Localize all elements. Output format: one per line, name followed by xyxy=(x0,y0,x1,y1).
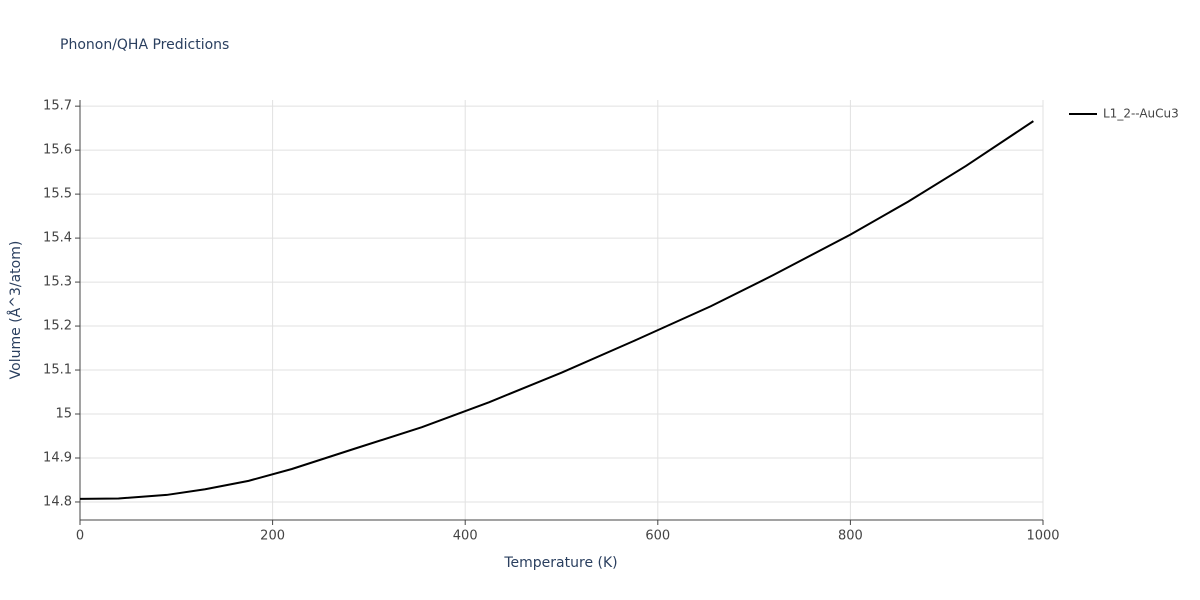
y-tick-label: 14.8 xyxy=(43,494,72,509)
y-tick-label: 15.5 xyxy=(43,187,72,202)
y-tick-label: 15.4 xyxy=(43,231,72,246)
chart-title: Phonon/QHA Predictions xyxy=(60,37,229,53)
x-axis-label: Temperature (K) xyxy=(503,555,617,571)
x-tick-label: 0 xyxy=(76,529,84,544)
y-axis-label: Volume (Å^3/atom) xyxy=(7,241,24,380)
x-tick-label: 600 xyxy=(645,529,670,544)
x-tick-label: 400 xyxy=(453,529,478,544)
y-tick-label: 15.1 xyxy=(43,363,72,378)
y-tick-label: 15.3 xyxy=(43,275,72,290)
y-tick-label: 15.6 xyxy=(43,143,72,158)
x-tick-label: 1000 xyxy=(1026,529,1059,544)
y-tick-label: 15 xyxy=(55,407,72,422)
y-tick-label: 15.2 xyxy=(43,319,72,334)
x-tick-label: 200 xyxy=(260,529,285,544)
y-tick-label: 15.7 xyxy=(43,99,72,114)
y-tick-label: 14.9 xyxy=(43,450,72,465)
legend-label: L1_2--AuCu3 xyxy=(1103,107,1179,121)
x-tick-label: 800 xyxy=(838,529,863,544)
line xyxy=(79,120,1034,500)
